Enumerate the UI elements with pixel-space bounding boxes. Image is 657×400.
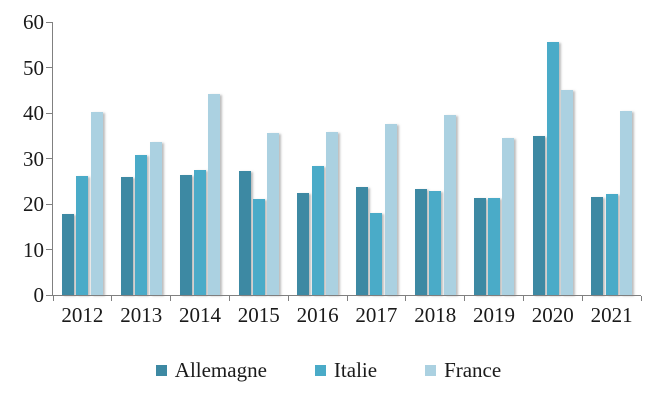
bar-allemagne-2020 — [532, 135, 545, 295]
x-axis-line — [52, 295, 641, 296]
bar-france-2012 — [90, 111, 103, 295]
bar-italie-2013 — [135, 154, 148, 295]
y-tick-label: 60 — [23, 10, 44, 34]
x-axis-tick — [522, 296, 524, 301]
bar-allemagne-2018 — [414, 188, 427, 295]
y-axis-tick — [46, 67, 52, 68]
bar-italie-2012 — [76, 175, 89, 295]
bar-france-2015 — [267, 133, 280, 295]
bar-italie-2016 — [311, 165, 324, 295]
x-tick-label: 2016 — [296, 303, 339, 327]
bar-allemagne-2021 — [591, 196, 604, 295]
bar-france-2018 — [443, 115, 456, 295]
bar-allemagne-2019 — [473, 197, 486, 295]
x-axis-tick — [581, 296, 583, 301]
bar-france-2013 — [149, 141, 162, 295]
x-tick-label: 2013 — [120, 303, 163, 327]
x-tick-label: 2021 — [590, 303, 633, 327]
x-axis-tick — [287, 296, 289, 301]
x-tick-label: 2019 — [472, 303, 515, 327]
y-tick-label: 0 — [33, 283, 45, 307]
x-axis-tick — [52, 296, 54, 301]
x-axis-tick — [346, 296, 348, 301]
bar-france-2021 — [619, 111, 632, 295]
bar-italie-2014 — [194, 169, 206, 295]
bar-italie-2018 — [429, 190, 442, 295]
bar-allemagne-2014 — [179, 175, 192, 295]
y-tick-label: 30 — [23, 146, 44, 171]
y-axis-tick — [46, 158, 52, 159]
y-axis-tick — [46, 112, 52, 114]
bar-italie-2020 — [546, 42, 559, 295]
bar-italie-2015 — [252, 198, 265, 295]
x-tick-label: 2012 — [61, 303, 104, 327]
y-axis-tick — [46, 203, 52, 205]
bar-italie-2019 — [488, 197, 500, 295]
legend-label: Italie — [333, 358, 378, 382]
x-axis-tick — [405, 296, 407, 301]
bar-italie-2021 — [605, 193, 618, 295]
bar-france-2020 — [561, 90, 574, 295]
y-axis-tick — [46, 294, 52, 296]
bar-italie-2017 — [370, 212, 383, 295]
y-axis-tick — [46, 249, 52, 250]
bar-allemagne-2012 — [62, 214, 75, 295]
bar-allemagne-2013 — [120, 176, 133, 295]
y-tick-label: 20 — [23, 192, 44, 216]
bar-france-2014 — [208, 93, 221, 295]
bar-france-2016 — [325, 131, 338, 295]
bar-france-2019 — [502, 138, 515, 295]
y-axis-line — [52, 22, 53, 295]
legend-swatch-icon — [314, 364, 326, 376]
y-tick-label: 40 — [23, 101, 44, 125]
bar-allemagne-2017 — [356, 186, 369, 295]
x-axis-tick — [464, 296, 466, 301]
plot-area — [46, 21, 642, 301]
x-tick-label: 2014 — [178, 303, 221, 327]
legend-item-italie: Italie — [314, 358, 378, 382]
x-axis-tick — [640, 296, 642, 301]
bar-allemagne-2015 — [238, 171, 251, 295]
x-axis-tick — [228, 296, 230, 301]
y-tick-label: 50 — [23, 55, 44, 80]
bar-france-2017 — [384, 124, 397, 295]
x-axis-tick — [111, 296, 113, 301]
y-axis-tick — [46, 21, 52, 23]
x-axis-tick — [170, 296, 172, 301]
x-tick-label: 2020 — [531, 303, 574, 327]
x-tick-label: 2018 — [414, 303, 457, 327]
legend-label: France — [444, 358, 502, 382]
legend-item-france: France — [425, 358, 501, 382]
legend-label: Allemagne — [174, 358, 267, 382]
x-tick-label: 2017 — [355, 303, 398, 327]
legend-swatch-icon — [155, 364, 167, 376]
bar-allemagne-2016 — [297, 193, 310, 295]
legend-swatch-icon — [425, 364, 437, 376]
legend-item-allemagne: Allemagne — [155, 358, 267, 382]
legend: Allemagne Italie France — [0, 358, 657, 382]
y-tick-label: 10 — [23, 237, 44, 262]
x-tick-label: 2015 — [237, 303, 280, 327]
